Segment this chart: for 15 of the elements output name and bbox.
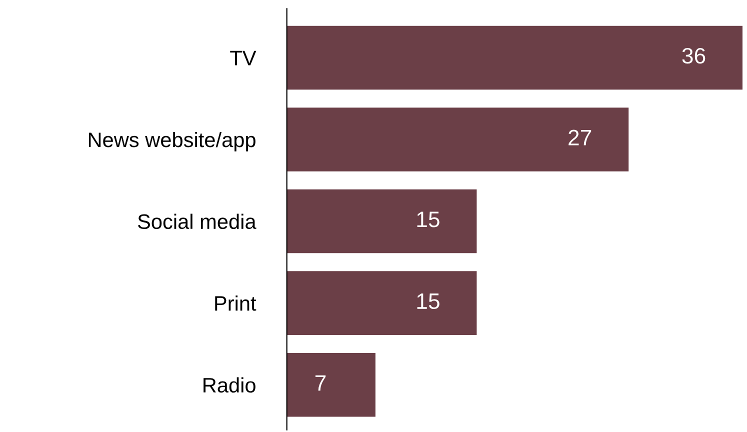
y-tick-label: Social media [138, 214, 256, 230]
bar [286, 189, 477, 254]
data-label: 15 [417, 294, 440, 310]
y-tick-label: TV [230, 50, 256, 66]
data-label: 7 [315, 375, 326, 391]
data-label: 15 [417, 212, 440, 228]
bar [286, 26, 743, 90]
y-tick-label: Radio [204, 377, 256, 393]
bar [286, 108, 629, 172]
y-tick-label: Print [215, 296, 256, 311]
y-tick-label: News website/app [88, 132, 256, 152]
data-label: 27 [568, 130, 592, 146]
bar [286, 271, 477, 335]
data-label: 36 [682, 48, 706, 64]
bar [286, 352, 376, 417]
